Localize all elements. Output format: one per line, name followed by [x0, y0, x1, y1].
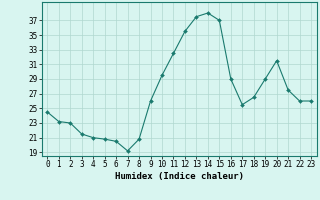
- X-axis label: Humidex (Indice chaleur): Humidex (Indice chaleur): [115, 172, 244, 181]
